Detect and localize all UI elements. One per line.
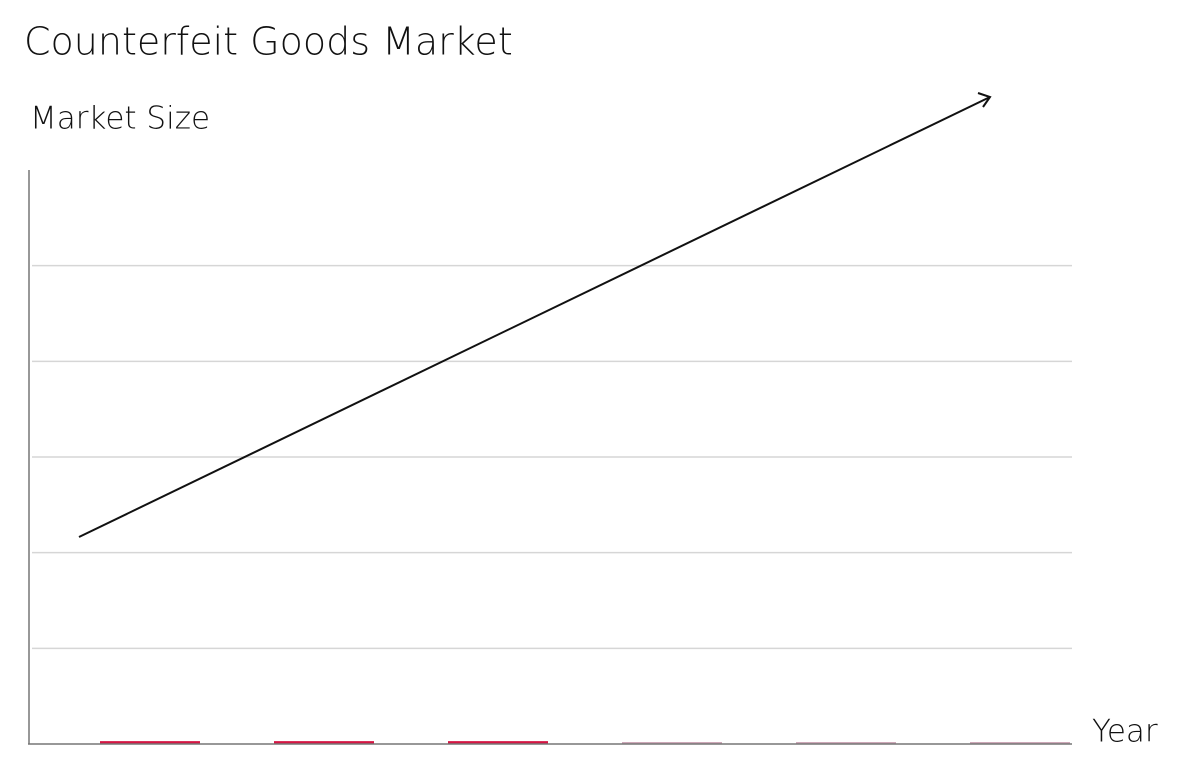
bar (274, 741, 374, 744)
chart-title: Counterfeit Goods Market (24, 20, 513, 64)
bar (796, 742, 896, 744)
grid (32, 264, 1072, 650)
bars (100, 741, 1070, 744)
trend-arrow (78, 96, 991, 538)
bar (622, 742, 722, 744)
bar (448, 741, 548, 744)
bar (100, 741, 200, 744)
y-axis-label: Market Size (30, 101, 210, 137)
trend-arrow-head (977, 92, 992, 108)
bar (970, 742, 1070, 744)
x-axis-label: Year (1092, 714, 1158, 750)
